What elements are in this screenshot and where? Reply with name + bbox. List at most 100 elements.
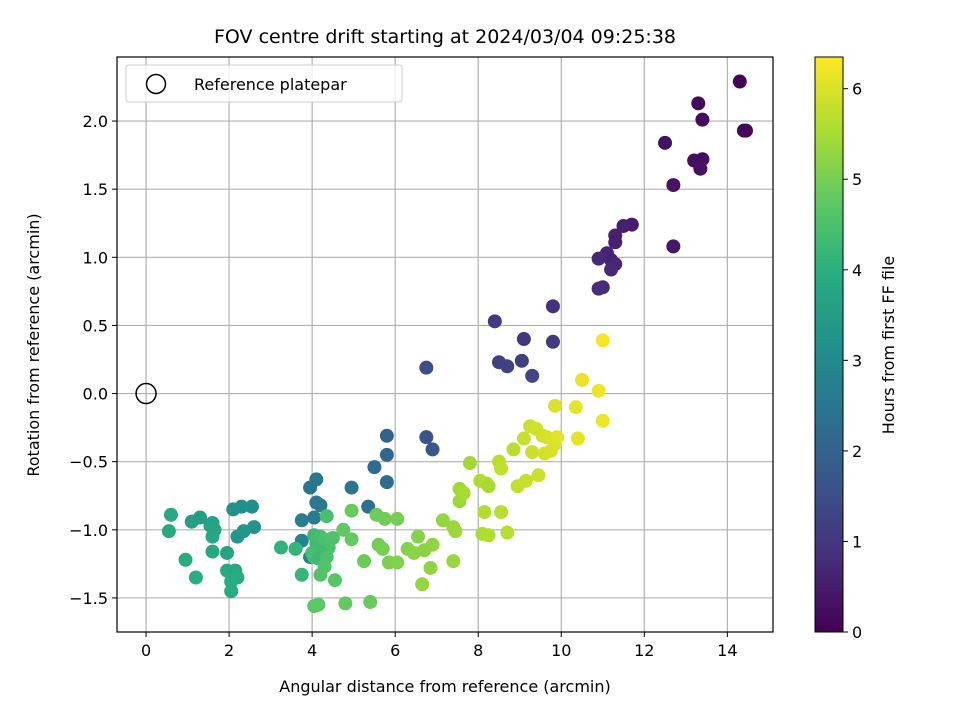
data-point [739,123,754,138]
data-point [456,486,471,501]
colorbar-tick-label: 0 [852,623,862,642]
data-point [184,514,199,529]
chart-title: FOV centre drift starting at 2024/03/04 … [214,26,676,48]
data-point [411,529,426,544]
y-tick-label: −0.5 [69,453,108,472]
data-point [500,525,515,540]
data-point [462,456,477,471]
data-point [595,333,610,348]
data-point [357,554,372,569]
colorbar-label: Hours from first FF file [879,256,898,435]
colorbar-tick-label: 5 [852,170,862,189]
ticks: 0 2 4 6 8 10 12 14 −1.5 −1.0 −0.5 0.0 0.5 1.0 1.5 2.0 [69,112,737,660]
data-point [303,480,318,495]
data-point [188,570,203,585]
x-tick-label: 4 [307,641,317,660]
data-point [288,541,303,556]
data-point [327,573,342,588]
data-point [506,442,521,457]
colorbar-tick-label: 1 [852,532,862,551]
data-point [379,447,394,462]
data-point [311,597,326,612]
data-point [363,595,378,610]
x-tick-label: 2 [224,641,234,660]
colorbar-tick-label: 6 [852,80,862,99]
data-point [575,372,590,387]
data-point [481,479,496,494]
data-point [344,503,359,518]
data-point [494,461,509,476]
colorbar-tick-label: 2 [852,442,862,461]
data-point [548,398,563,413]
colorbar-tick-label: 4 [852,261,862,280]
data-point [570,431,585,446]
data-point [313,567,328,582]
data-point [616,218,631,233]
data-point [658,135,673,150]
data-point [518,473,533,488]
reference-marker-group [135,382,157,405]
data-point [205,529,220,544]
data-point [691,96,706,111]
data-point [230,529,245,544]
data-point [224,584,239,599]
data-point [425,537,440,552]
data-point [226,502,241,517]
data-point [516,431,531,446]
legend-label: Reference platepar [194,75,347,94]
data-point [591,251,606,266]
data-point [294,567,309,582]
y-axis-label: Rotation from reference (arcmin) [24,213,43,476]
data-point [244,499,259,514]
data-point [477,505,492,520]
data-point [545,299,560,314]
data-point [732,74,747,89]
y-tick-label: −1.0 [69,521,108,540]
data-point [390,511,405,526]
data-point [274,540,288,555]
data-points [161,74,754,614]
data-point [313,498,328,513]
data-point [344,532,359,547]
data-point [344,480,359,495]
data-point [608,235,623,250]
data-point [220,545,235,560]
data-point [531,468,546,483]
x-tick-label: 10 [551,641,571,660]
data-point [516,332,531,347]
data-point [379,428,394,443]
data-point [568,400,583,415]
colorbar-ticks: 0 1 2 3 4 5 6 [843,80,862,642]
x-tick-label: 0 [141,641,151,660]
data-point [550,430,565,445]
data-point [525,445,540,460]
x-tick-label: 12 [634,641,654,660]
data-point [514,353,529,368]
data-point [390,555,405,570]
y-tick-label: 0.5 [83,316,108,335]
y-tick-label: 0.0 [83,385,108,404]
data-point [367,460,382,475]
data-point [435,513,450,528]
data-point [423,560,438,575]
data-point [161,524,176,539]
data-point [481,528,496,543]
x-tick-label: 8 [473,641,483,660]
colorbar-gradient [814,56,844,633]
colorbar-tick-label: 3 [852,351,862,370]
data-point [494,505,509,520]
data-point [448,524,463,539]
data-point [604,262,619,277]
data-point [294,513,309,528]
data-point [545,334,560,349]
y-tick-label: 2.0 [83,112,108,131]
data-point [595,413,610,428]
y-tick-label: 1.5 [83,180,108,199]
legend: Reference platepar [125,64,403,103]
data-point [419,430,434,445]
data-point [419,360,434,375]
x-tick-label: 6 [390,641,400,660]
grid [117,57,773,632]
data-point [415,577,430,592]
